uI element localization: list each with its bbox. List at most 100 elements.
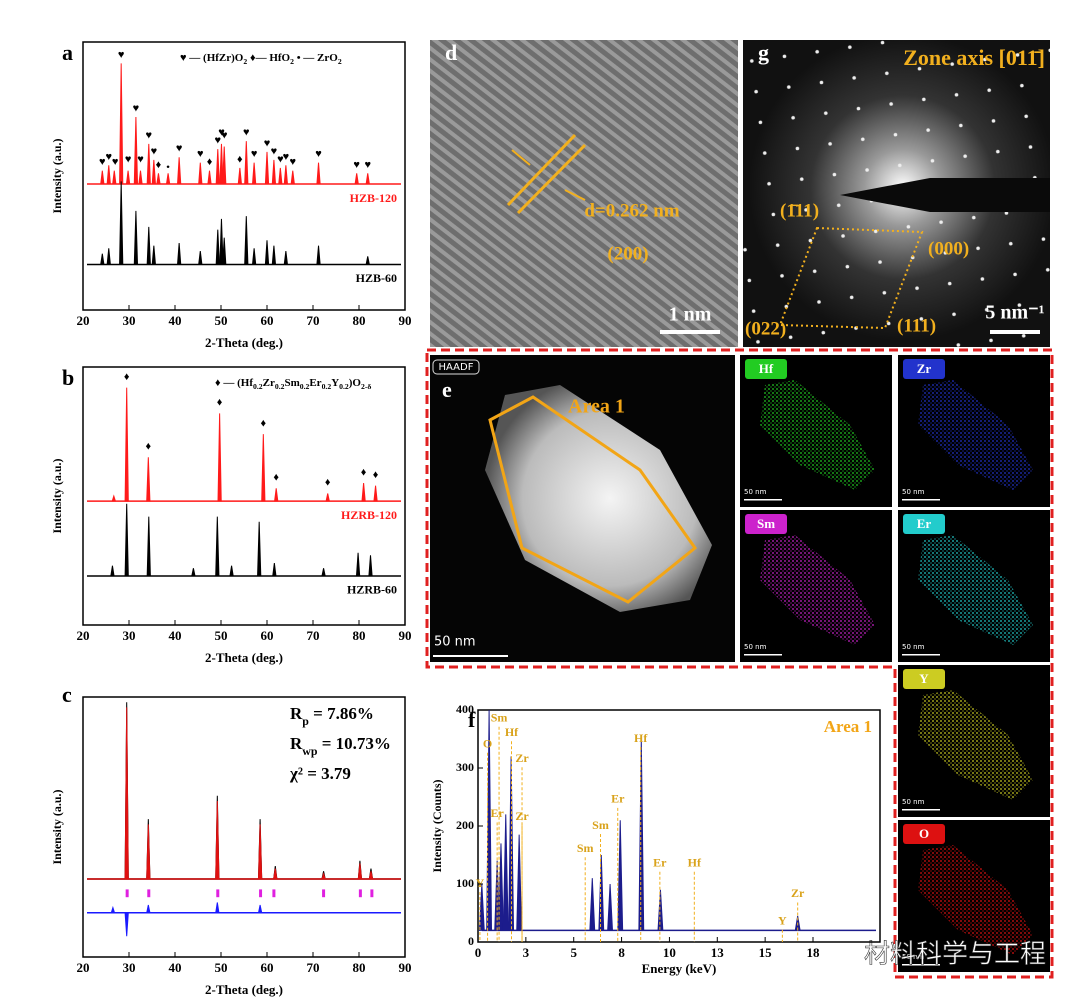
- text-run: )O: [349, 377, 362, 389]
- lattice-cell: [778, 226, 924, 330]
- scale-bar: [744, 654, 782, 656]
- peak: [146, 824, 151, 880]
- peak: [274, 488, 279, 502]
- text-run: ♥ — (HfZr)O: [180, 52, 244, 64]
- scale-label: 50 nm: [902, 798, 925, 806]
- peak: [316, 245, 321, 265]
- rich-text: χ² = 3.79: [289, 764, 351, 783]
- peak: [156, 173, 161, 185]
- y-tick-label: 200: [456, 818, 474, 832]
- spot-label: (1̄11): [780, 200, 819, 221]
- x-tick-label: 70: [307, 628, 320, 643]
- series-label: HZRB-120: [341, 508, 397, 522]
- x-tick-label: 40: [169, 628, 182, 643]
- peak: [617, 820, 624, 931]
- element-badge: [903, 669, 945, 689]
- rich-text: ♦ — (Hf0.2Zr0.2Sm0.2Er0.2Y0.2)O2-δ: [215, 377, 371, 392]
- text-run: = 10.73%: [317, 734, 390, 753]
- peak: [316, 162, 321, 185]
- scale-bar: [902, 964, 940, 966]
- peak: [124, 912, 129, 937]
- peak: [257, 824, 263, 880]
- element-label: Zr: [515, 751, 529, 765]
- x-tick-label: 90: [399, 628, 412, 643]
- panel-letter: c: [62, 682, 72, 707]
- x-tick-label: 90: [399, 313, 412, 328]
- x-tick-label: 50: [215, 960, 228, 975]
- peak: [321, 872, 326, 880]
- element-label: Hf: [634, 731, 648, 745]
- d-spacing: d=0.262 nm: [584, 200, 679, 221]
- element-label: Y: [919, 671, 929, 686]
- series-label: HZB-120: [350, 191, 397, 205]
- peak: [146, 516, 151, 577]
- subscript: wp: [302, 744, 318, 758]
- peak: [257, 521, 262, 577]
- x-tick-label: 50: [215, 313, 228, 328]
- peak: [176, 242, 182, 265]
- x-tick-label: 20: [77, 628, 90, 643]
- x-tick-label: 60: [261, 313, 274, 328]
- subscript: p: [302, 714, 309, 728]
- peak: [106, 165, 111, 185]
- y-axis-title: Intensity (a.u.): [50, 789, 64, 864]
- peak: [283, 165, 289, 185]
- text-run: Sm: [284, 377, 299, 389]
- x-tick-label: 70: [307, 960, 320, 975]
- plot-frame: [82, 366, 406, 626]
- peak: [261, 434, 266, 502]
- peak: [146, 457, 151, 502]
- peak-marker: ♥: [118, 49, 125, 61]
- element-label: Zr: [515, 809, 529, 823]
- panel-letter: b: [62, 365, 74, 390]
- peak: [100, 170, 105, 185]
- x-tick-label: 70: [307, 313, 320, 328]
- peak-marker: ♥: [112, 156, 119, 168]
- peak: [124, 387, 129, 502]
- x-tick-label: 60: [261, 960, 274, 975]
- subscript: 0.2: [322, 382, 332, 391]
- peak: [124, 707, 129, 880]
- rich-text: ♥ — (HfZr)O2 ♦— HfO2 • — ZrO2: [180, 52, 342, 67]
- x-tick-label: 10: [663, 945, 676, 960]
- peak: [146, 143, 151, 185]
- hrtem-image: [430, 40, 738, 347]
- peak: [498, 843, 504, 931]
- peak: [215, 229, 220, 265]
- zone-axis: Zone axis [011̄]: [903, 45, 1045, 70]
- peak-marker: ♥: [151, 145, 158, 157]
- subscript: 0.2: [300, 382, 310, 391]
- subscript: 2: [290, 57, 294, 66]
- x-tick-label: 40: [169, 313, 182, 328]
- peak: [244, 141, 249, 185]
- peak-marker: ♥: [221, 129, 228, 141]
- x-tick-label: 80: [353, 628, 366, 643]
- map-signal: [918, 690, 1033, 800]
- peak: [657, 889, 664, 931]
- peak: [198, 162, 203, 185]
- peak: [365, 256, 370, 265]
- eds-maps: Hf 50 nm Zr 50 nm Sm 50 nm Er 50 nm Y 50 nm O 50 nm: [740, 355, 1050, 972]
- peak: [368, 871, 374, 880]
- lattice-marker: [506, 133, 587, 215]
- peak: [207, 170, 212, 185]
- panel-letter: e: [442, 377, 452, 402]
- y-axis-title: Intensity (Counts): [430, 779, 444, 872]
- subscript: 2: [243, 57, 247, 66]
- scale-label: 50 nm: [434, 635, 476, 650]
- peak: [215, 800, 220, 880]
- spot-label: (111): [897, 315, 936, 336]
- spot-label: (000): [928, 238, 969, 259]
- element-label: Sm: [577, 841, 594, 855]
- peak-marker: ♦: [273, 471, 279, 483]
- x-tick-label: 30: [123, 960, 136, 975]
- series-label: HZB-60: [356, 271, 397, 285]
- panel-letter: d: [445, 40, 457, 65]
- peak: [106, 248, 111, 265]
- peak-marker: ♦: [207, 156, 213, 168]
- mode-label: HAADF: [439, 362, 474, 373]
- x-tick-label: 20: [77, 313, 90, 328]
- peak-marker: •: [166, 161, 170, 173]
- element-badge: [745, 514, 787, 534]
